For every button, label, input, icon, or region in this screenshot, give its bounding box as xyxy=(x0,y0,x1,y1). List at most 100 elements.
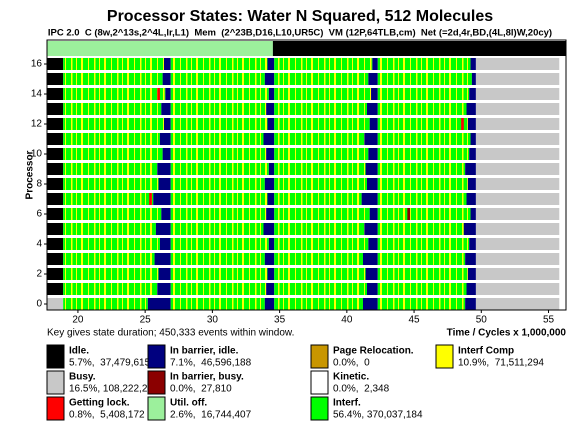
state-segment xyxy=(161,208,171,220)
state-segment xyxy=(147,298,171,310)
state-segment xyxy=(274,133,365,145)
y-tick-label: 8 xyxy=(36,179,42,190)
legend-stats: 0.0%, 0 xyxy=(333,358,370,369)
state-segment xyxy=(63,208,162,220)
state-segment xyxy=(63,103,162,115)
legend-stats: 7.1%, 46,596,188 xyxy=(170,358,252,369)
state-segment xyxy=(362,298,378,310)
state-segment xyxy=(371,88,378,100)
state-segment xyxy=(170,298,265,310)
state-segment xyxy=(266,148,275,160)
state-segment xyxy=(63,223,156,235)
state-segment xyxy=(466,193,476,205)
state-segment xyxy=(47,58,64,70)
state-segment xyxy=(467,178,476,190)
state-segment xyxy=(475,193,560,205)
state-segment xyxy=(157,88,160,100)
legend-stats: 0.0%, 27,810 xyxy=(170,384,232,395)
state-segment xyxy=(170,148,267,160)
state-segment xyxy=(170,193,268,205)
state-segment xyxy=(163,118,171,130)
state-segment xyxy=(170,58,268,70)
state-segment xyxy=(377,163,466,175)
state-segment xyxy=(170,103,267,115)
state-segment xyxy=(463,223,476,235)
state-segment xyxy=(377,133,471,145)
state-segment xyxy=(377,253,466,265)
state-segment xyxy=(470,208,476,220)
y-tick-label: 2 xyxy=(36,269,42,280)
y-tick-label: 16 xyxy=(31,59,43,70)
x-tick-label: 25 xyxy=(140,315,152,326)
legend-label: Interf. xyxy=(333,398,361,409)
state-segment xyxy=(268,88,275,100)
state-segment xyxy=(274,253,363,265)
x-tick-label: 35 xyxy=(274,315,286,326)
state-segment xyxy=(170,253,265,265)
state-segment xyxy=(47,193,64,205)
state-segment xyxy=(165,88,171,100)
legend-label: Kinetic. xyxy=(333,372,369,383)
state-segment xyxy=(274,148,369,160)
state-segment xyxy=(377,193,467,205)
state-segment xyxy=(47,298,64,310)
state-segment xyxy=(63,298,148,310)
state-segment xyxy=(475,73,560,85)
state-segment xyxy=(264,178,275,190)
note: Key gives state duration; 450,333 events… xyxy=(47,328,294,339)
legend-label: Busy. xyxy=(69,372,96,383)
state-segment xyxy=(367,178,378,190)
state-segment xyxy=(63,88,166,100)
state-segment xyxy=(377,238,470,250)
state-segment xyxy=(377,148,470,160)
state-segment xyxy=(367,283,378,295)
state-segment xyxy=(475,178,560,190)
state-segment xyxy=(475,283,560,295)
state-segment xyxy=(364,133,378,145)
state-segment xyxy=(263,223,275,235)
state-segment xyxy=(161,103,171,115)
y-tick-label: 6 xyxy=(36,209,42,220)
state-segment xyxy=(47,283,64,295)
state-segment xyxy=(264,73,275,85)
state-segment xyxy=(368,238,378,250)
state-segment xyxy=(369,208,378,220)
state-segment xyxy=(266,283,275,295)
state-segment xyxy=(63,238,160,250)
state-segment xyxy=(47,178,64,190)
legend-label: Interf Comp xyxy=(458,346,514,357)
state-segment xyxy=(63,163,158,175)
state-segment xyxy=(274,103,368,115)
state-segment xyxy=(470,58,476,70)
state-segment xyxy=(274,298,363,310)
state-segment xyxy=(267,268,275,280)
state-segment xyxy=(158,178,171,190)
state-segment xyxy=(47,208,64,220)
state-segment xyxy=(157,163,171,175)
state-segment xyxy=(267,118,275,130)
legend-swatch xyxy=(435,344,454,369)
state-segment xyxy=(377,118,468,130)
state-segment xyxy=(267,193,275,205)
y-tick-label: 14 xyxy=(31,89,43,100)
state-segment xyxy=(170,238,269,250)
state-segment xyxy=(361,193,378,205)
state-segment xyxy=(47,118,64,130)
state-segment xyxy=(63,118,164,130)
legend-swatch xyxy=(46,396,65,421)
legend-label: Getting lock. xyxy=(69,398,130,409)
state-segment xyxy=(465,298,476,310)
state-segment xyxy=(475,88,560,100)
state-segment xyxy=(263,133,275,145)
state-segment xyxy=(365,268,378,280)
state-segment xyxy=(377,103,467,115)
state-segment xyxy=(170,73,265,85)
state-segment xyxy=(365,163,378,175)
state-segment xyxy=(475,133,560,145)
state-segment xyxy=(47,133,64,145)
state-segment xyxy=(465,253,476,265)
state-segment xyxy=(372,58,378,70)
state-segment xyxy=(170,118,268,130)
state-segment xyxy=(170,268,268,280)
legend-label: Util. off. xyxy=(170,398,207,409)
